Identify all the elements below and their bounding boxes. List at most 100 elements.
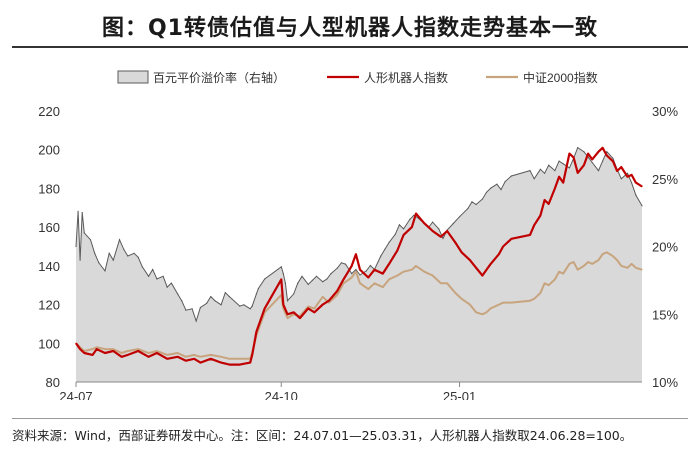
premium-point [359, 274, 361, 276]
csi2000-point [502, 302, 504, 304]
robot-index-point [485, 269, 488, 271]
premium-point [529, 170, 531, 172]
robot-index-point [612, 160, 614, 162]
premium-point [602, 160, 604, 162]
robot-index-point [228, 364, 230, 366]
csi2000-point [626, 267, 629, 269]
premium-point [369, 264, 371, 267]
robot-index-point [454, 242, 456, 244]
premium-point [539, 168, 542, 170]
robot-index-point [351, 265, 353, 267]
y-left-tick-label: 80 [46, 375, 60, 390]
premium-point [81, 212, 83, 214]
premium-point [206, 302, 208, 304]
premium-point [152, 268, 154, 271]
premium-point [475, 203, 477, 206]
premium-point [181, 300, 183, 302]
premium-point [510, 175, 512, 177]
y-left-tick-label: 140 [38, 259, 60, 274]
premium-point [284, 282, 286, 284]
robot-index-point [177, 356, 179, 358]
csi2000-point [498, 304, 500, 306]
csi2000-point [313, 307, 315, 309]
x-tick-label: 24-10 [265, 389, 298, 400]
robot-index-point [355, 253, 357, 255]
premium-point [438, 228, 440, 230]
chart-title: 图：Q1转债估值与人型机器人指数走势基本一致 [101, 16, 598, 41]
premium-point [548, 164, 550, 166]
robot-index-point [620, 166, 622, 168]
robot-index-point [104, 352, 106, 354]
premium-point [336, 267, 338, 269]
premium-point [413, 214, 415, 216]
robot-index-point [249, 362, 251, 364]
robot-index-point [529, 234, 531, 236]
premium-point [177, 293, 179, 295]
csi2000-point [228, 358, 230, 360]
robot-index-point [533, 224, 535, 226]
robot-index-point [328, 300, 330, 302]
robot-index-point [411, 226, 413, 228]
robot-index-point [166, 358, 168, 360]
legend-label-premium: 百元平价溢价率（右轴） [153, 70, 285, 85]
premium-point [195, 320, 197, 322]
robot-index-point [554, 187, 556, 189]
premium-point [251, 305, 253, 307]
y-right-tick-label: 30% [652, 104, 678, 119]
premium-point [214, 300, 216, 302]
csi2000-point [359, 282, 361, 284]
robot-index-point [156, 352, 158, 354]
robot-index-point [220, 362, 222, 364]
y-left-tick-label: 180 [38, 181, 60, 196]
premium-point [597, 170, 600, 172]
robot-index-point [481, 274, 483, 277]
robot-index-point [299, 317, 301, 319]
robot-index-point [587, 153, 589, 155]
robot-index-point [548, 203, 550, 205]
premium-point [326, 278, 328, 280]
premium-point [351, 273, 353, 275]
premium-point [533, 178, 535, 180]
y-left-tick-label: 120 [38, 298, 60, 313]
robot-index-point [264, 307, 266, 309]
premium-point [75, 245, 77, 248]
csi2000-point [577, 269, 579, 271]
premium-point [432, 221, 434, 223]
csi2000-point [641, 269, 643, 271]
premium-point [562, 163, 564, 165]
robot-index-point [367, 276, 369, 279]
premium-point [403, 228, 405, 230]
premium-point [606, 151, 608, 153]
premium-point [641, 205, 643, 207]
series-lines [75, 146, 643, 366]
legend-label-robot: 人形机器人指数 [364, 70, 448, 85]
robot-index-point [423, 222, 425, 224]
robot-index-point [498, 253, 500, 255]
chart-figure: 百元平价溢价率（右轴） 人形机器人指数 中证2000指数 80 100 120 140 16… [38, 70, 678, 400]
robot-index-point [199, 362, 201, 364]
premium-point [123, 248, 125, 250]
premium-point [496, 183, 498, 185]
csi2000-point [558, 271, 560, 273]
y-right-tick-label: 25% [652, 172, 678, 187]
robot-index-point [127, 354, 129, 356]
premium-area-fill [76, 147, 642, 382]
csi2000-point [411, 269, 413, 271]
robot-index-point [342, 278, 345, 280]
robot-index-point [121, 356, 123, 358]
robot-index-point [558, 176, 560, 178]
robot-index-point [293, 311, 295, 313]
premium-point [620, 178, 622, 180]
robot-index-point [359, 269, 361, 271]
premium-point [293, 293, 295, 295]
csi2000-point [510, 302, 512, 304]
premium-point [384, 248, 386, 250]
csi2000-point [620, 265, 622, 267]
premium-point [485, 191, 488, 193]
csi2000-point [446, 282, 448, 284]
robot-index-point [635, 182, 637, 184]
robot-index-point [440, 236, 442, 238]
robot-index-line [75, 146, 643, 366]
premium-point [282, 273, 284, 275]
robot-index-point [280, 278, 282, 280]
